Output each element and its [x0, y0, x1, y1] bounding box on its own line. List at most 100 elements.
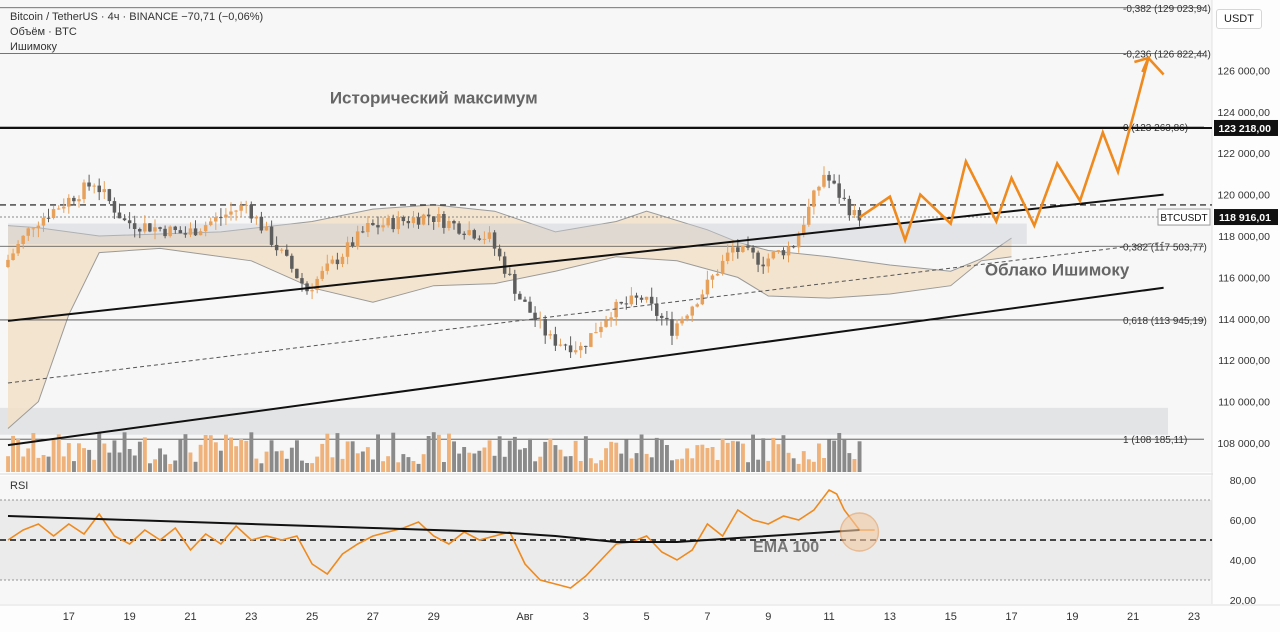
volume-bar-161 — [822, 458, 826, 472]
volume-bar-20 — [107, 452, 112, 472]
volume-bar-44 — [229, 437, 233, 472]
volume-bar-67 — [345, 441, 350, 472]
candle-body-66 — [340, 256, 345, 264]
volume-bar-124 — [634, 453, 639, 472]
volume-bar-39 — [203, 435, 208, 472]
volume-bar-104 — [533, 461, 538, 472]
candle-body-58 — [300, 278, 304, 284]
volume-bar-50 — [259, 463, 264, 472]
candle-body-148 — [756, 252, 760, 265]
volume-bar-98 — [502, 456, 507, 472]
volume-bar-96 — [492, 455, 497, 472]
volume-bar-148 — [756, 459, 761, 472]
volume-band — [0, 407, 1168, 435]
volume-bar-76 — [391, 432, 396, 472]
volume-bar-125 — [639, 434, 644, 472]
volume-bar-117 — [599, 460, 603, 472]
candle-body-68 — [350, 242, 355, 247]
candle-body-132 — [675, 323, 679, 336]
candle-body-80 — [411, 217, 416, 224]
channel-lower — [7, 286, 1164, 447]
candle-body-81 — [416, 217, 421, 225]
symbol-line[interactable]: Bitcoin / TetherUS · 4ч · BINANCE −70,71… — [10, 11, 264, 23]
candle-body-37 — [193, 228, 198, 236]
volume-bar-27 — [142, 437, 147, 472]
symbol-tag-box — [1157, 208, 1211, 226]
candle-body-1 — [11, 253, 15, 260]
time-tick-4: 25 — [306, 611, 318, 623]
candle-body-34 — [178, 230, 183, 234]
candle-body-42 — [219, 217, 223, 219]
candle-body-133 — [680, 318, 684, 324]
candle-body-49 — [254, 216, 259, 219]
ichimoku-line[interactable]: Ишимоку — [10, 41, 57, 53]
candle-body-104 — [533, 312, 537, 320]
candle-body-38 — [198, 231, 203, 236]
volume-bar-91 — [467, 452, 472, 472]
time-tick-14: 15 — [945, 611, 957, 623]
candle-body-143 — [731, 247, 735, 253]
volume-bar-2 — [16, 439, 21, 472]
volume-bar-73 — [376, 434, 380, 472]
candle-body-128 — [655, 303, 659, 316]
volume-bar-80 — [411, 461, 416, 472]
candle-body-0 — [6, 259, 10, 267]
candle-body-131 — [670, 319, 674, 336]
rsi-pane-label[interactable]: RSI — [10, 480, 29, 492]
volume-bar-17 — [92, 459, 97, 472]
candle-body-135 — [690, 306, 694, 316]
volume-bar-66 — [340, 458, 345, 472]
candle-body-9 — [51, 209, 56, 218]
volume-line[interactable]: Объём · BTC — [10, 26, 77, 38]
candle-body-43 — [224, 214, 228, 218]
candle-body-11 — [62, 206, 66, 209]
candle-body-95 — [487, 232, 492, 239]
volume-bar-32 — [168, 464, 173, 472]
volume-bar-128 — [654, 437, 659, 472]
candle-body-39 — [203, 225, 208, 232]
volume-bar-65 — [335, 433, 340, 472]
volume-bar-144 — [735, 441, 740, 472]
volume-bar-1 — [11, 435, 15, 472]
candle-body-84 — [432, 216, 436, 222]
volume-bar-123 — [629, 458, 634, 472]
volume-bar-150 — [766, 460, 771, 472]
volume-bar-48 — [249, 432, 254, 472]
volume-bar-113 — [578, 461, 583, 472]
volume-bar-10 — [56, 434, 61, 472]
candle-body-41 — [214, 217, 218, 222]
currency-unit-button[interactable]: USDT — [1216, 9, 1262, 29]
candle-body-52 — [269, 226, 274, 245]
candle-body-65 — [335, 259, 340, 265]
fib-label-0: -0,382 (129 023,94) — [1123, 4, 1211, 15]
volume-bars — [6, 432, 862, 472]
candle-body-22 — [117, 212, 122, 219]
time-tick-10: 7 — [704, 611, 710, 623]
volume-bar-143 — [730, 440, 735, 472]
candle-body-116 — [594, 332, 598, 334]
candle-body-122 — [624, 303, 629, 305]
forecast — [858, 55, 1165, 245]
volume-bar-88 — [452, 441, 456, 472]
candle-body-103 — [528, 301, 532, 313]
volume-bar-23 — [122, 432, 127, 472]
candle-body-19 — [102, 189, 106, 193]
candle-body-35 — [183, 233, 188, 235]
candle-body-134 — [685, 315, 689, 319]
price-axis: 108 000,00 110 000,00 112 000,00 114 000,00… — [1157, 0, 1280, 632]
volume-bar-114 — [583, 436, 588, 472]
forecast-arrow-head — [1134, 55, 1151, 73]
volume-bar-31 — [163, 454, 168, 472]
candle-body-50 — [259, 216, 264, 231]
volume-bar-130 — [665, 445, 669, 472]
candle-body-74 — [381, 225, 385, 228]
candle-body-94 — [482, 238, 487, 240]
volume-bar-7 — [41, 455, 46, 472]
volume-bar-97 — [497, 436, 502, 472]
fib-label-1: -0,236 (126 822,44) — [1123, 49, 1211, 60]
volume-bar-83 — [426, 436, 431, 472]
candle-body-138 — [705, 279, 710, 295]
candle-body-90 — [462, 233, 466, 235]
forecast-path — [858, 55, 1165, 245]
candle-body-142 — [725, 252, 730, 261]
